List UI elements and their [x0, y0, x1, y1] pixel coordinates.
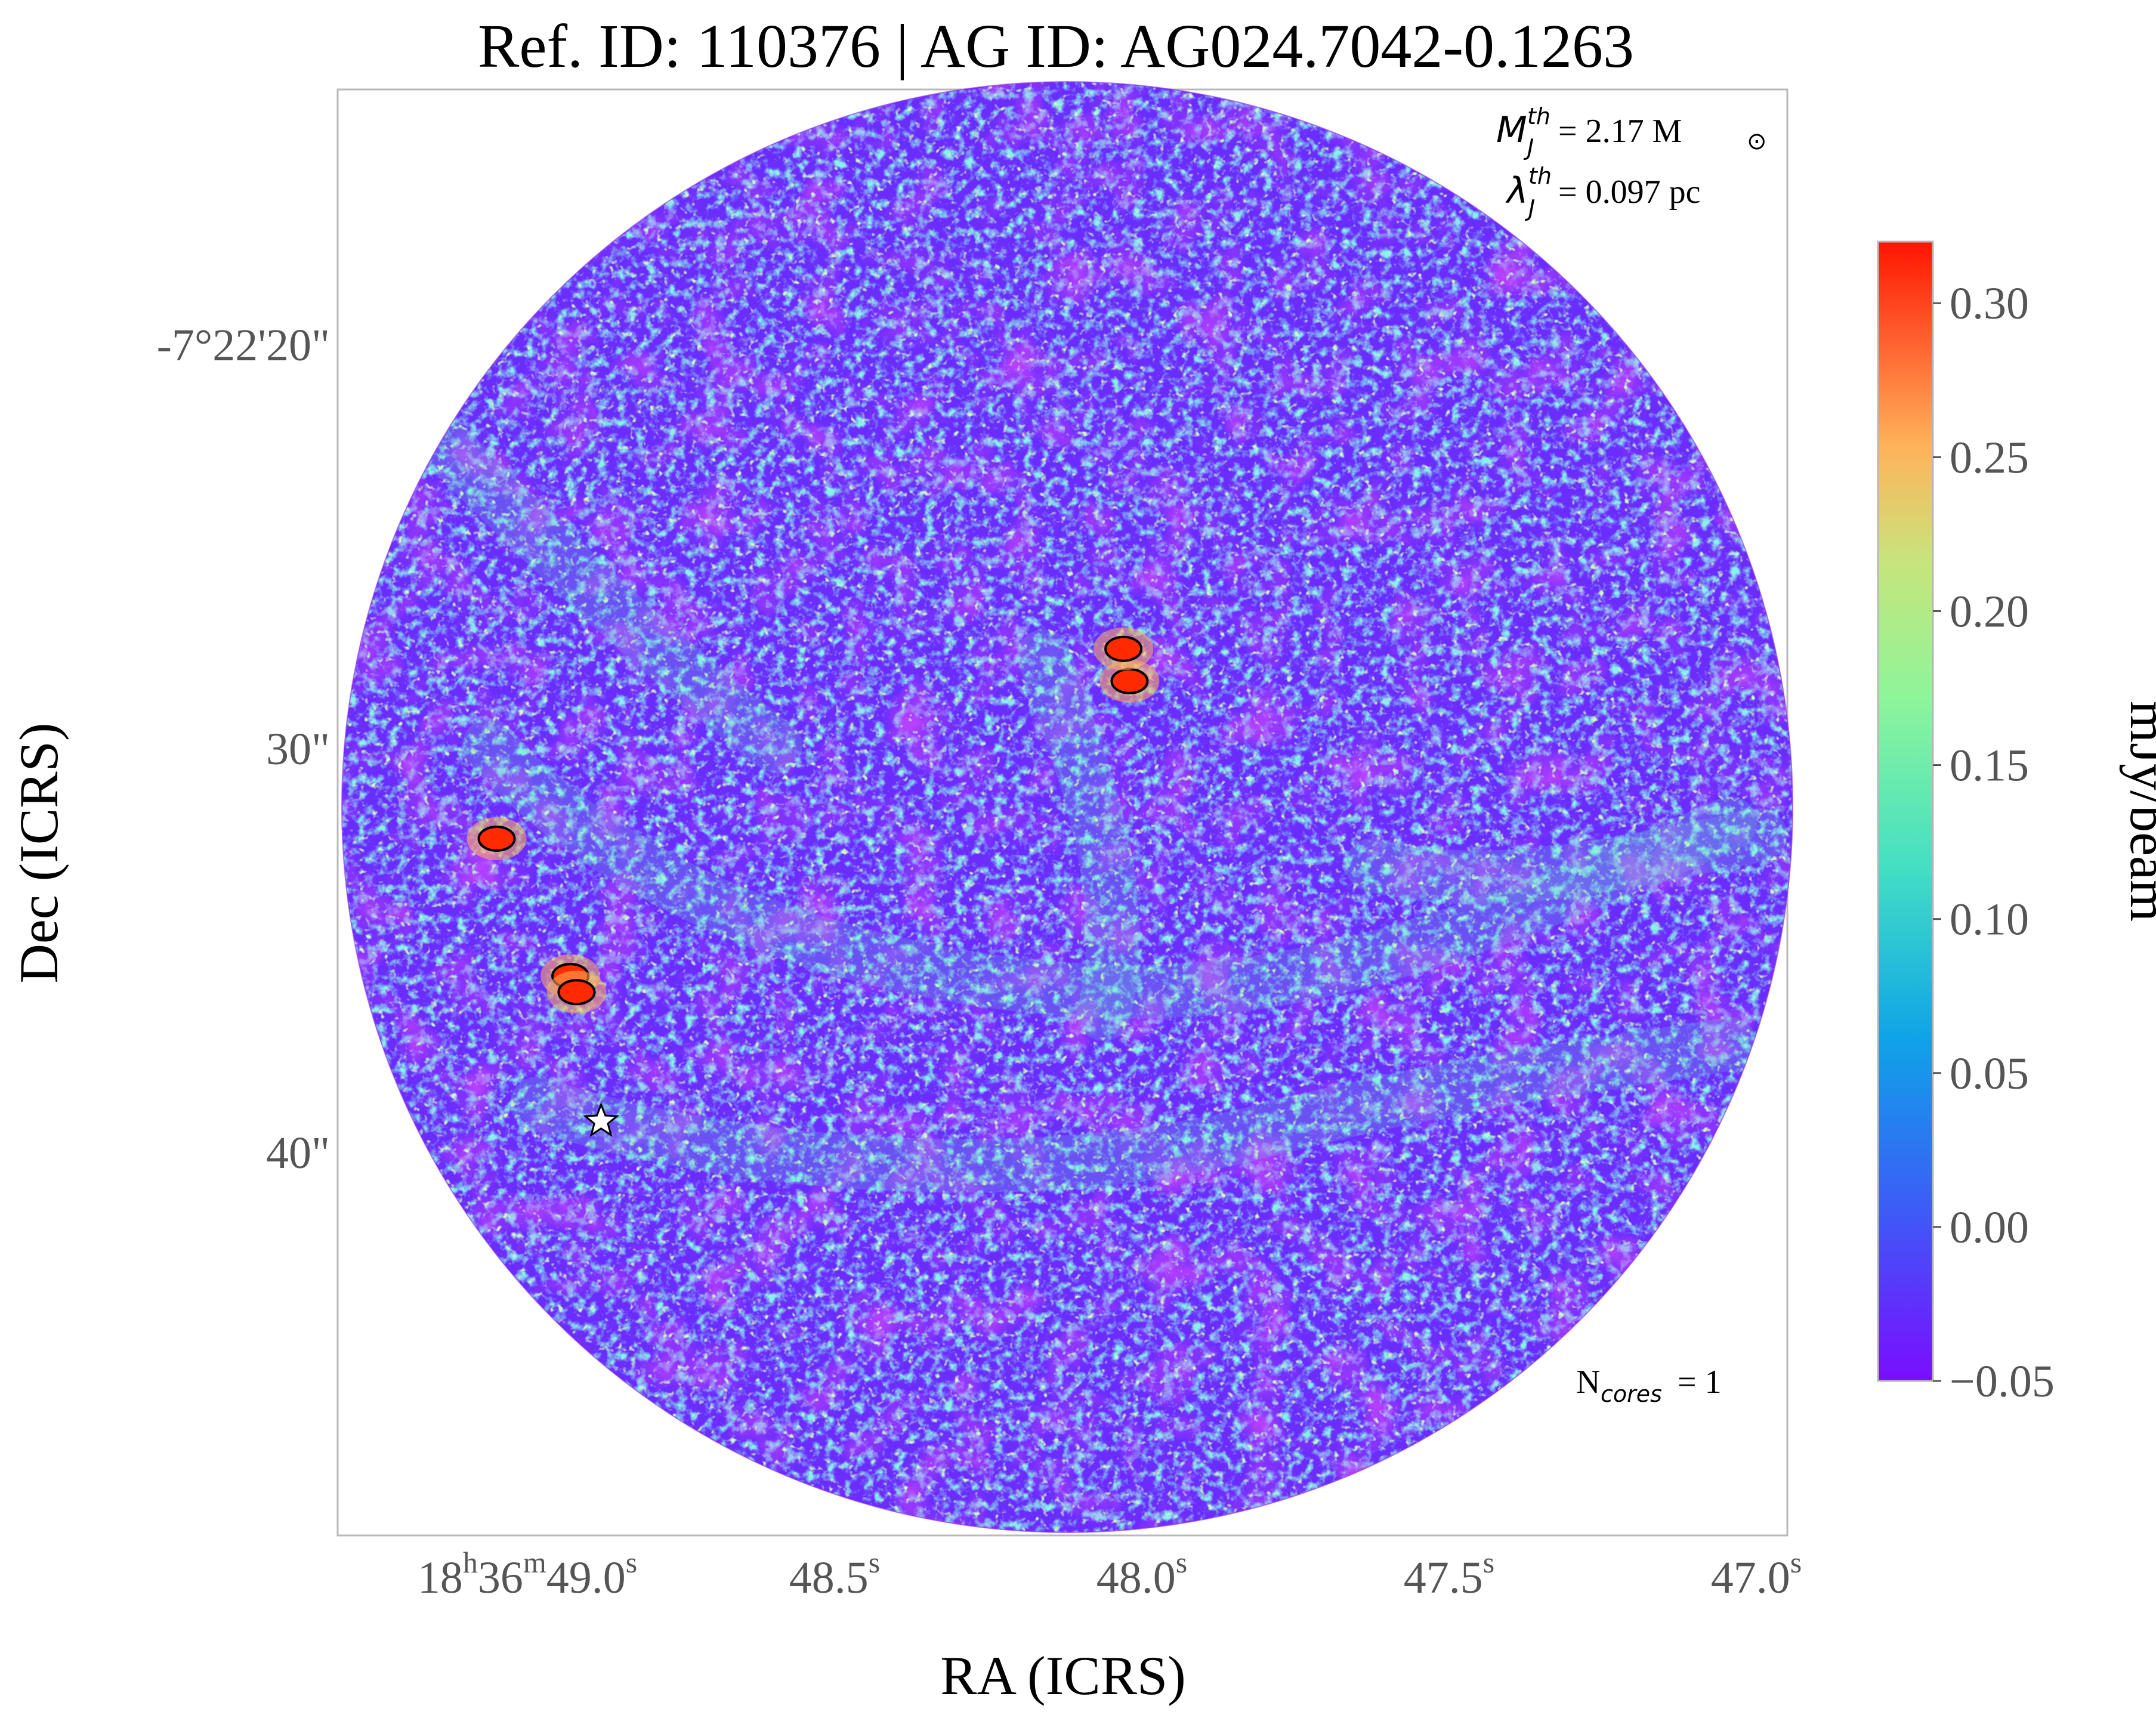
star-outline-icon [583, 1102, 620, 1137]
y-tick-label: 30" [266, 724, 330, 774]
emission-band [462, 719, 1757, 1019]
intensity-map [342, 82, 1793, 1532]
colorbar-tick-label: 0.30 [1950, 279, 2029, 329]
svg-text:th: th [1528, 163, 1552, 189]
x-tick-labels: 18h36m49.0s 48.5s 48.0s 47.5s 47.0s [418, 1546, 1802, 1603]
jeans-length-annotation: λ J th = 0.097 pc [1505, 163, 1700, 221]
x-tick-label: 47.0s [1711, 1546, 1802, 1603]
colorbar-tick-label: 0.15 [1950, 741, 2029, 791]
y-axis-label: Dec (ICRS) [8, 723, 69, 984]
bright-clump [467, 817, 527, 860]
colorbar-tick-label: 0.00 [1950, 1203, 2029, 1253]
colorbar-tick-label: −0.05 [1950, 1356, 2055, 1407]
bright-clump [442, 312, 502, 356]
x-tick-label: 18h36m49.0s [418, 1546, 637, 1603]
colorbar-tick-label: 0.25 [1950, 432, 2029, 483]
x-tick-label: 48.5s [789, 1546, 880, 1603]
colorbar: 0.30 0.25 0.20 0.15 0.10 0.05 0.00 −0.05 mJy/be… [1877, 240, 2156, 1407]
x-axis-label: RA (ICRS) [940, 1645, 1186, 1706]
svg-text:M: M [1496, 109, 1527, 151]
svg-text:⊙: ⊙ [1747, 128, 1767, 155]
emission-band [510, 1017, 1757, 1193]
bright-clump [1099, 659, 1160, 703]
ncores-annotation: N cores = 1 [1576, 1364, 1722, 1407]
svg-text:λ: λ [1505, 170, 1528, 212]
emission-band [391, 391, 802, 772]
colorbar-tick-label: 0.05 [1950, 1049, 2029, 1099]
svg-text:cores: cores [1601, 1381, 1662, 1407]
emission-band [1345, 808, 1787, 904]
svg-text:= 1: = 1 [1678, 1364, 1722, 1401]
jeans-mass-annotation: M J th = 2.17 M ⊙ [1496, 103, 1767, 160]
colorbar-gradient [1877, 240, 1934, 1382]
x-tick-label: 47.5s [1404, 1546, 1494, 1603]
colorbar-tick-label: 0.10 [1950, 895, 2029, 945]
map-footprint [341, 81, 1793, 1533]
y-tick-labels: -7°22'20" 30" 40" [157, 320, 330, 1178]
svg-text:= 2.17 M: = 2.17 M [1558, 113, 1682, 150]
colorbar-label: mJy/beam [2119, 701, 2156, 922]
bright-clump [1094, 627, 1154, 670]
svg-text:= 0.097 pc: = 0.097 pc [1558, 174, 1700, 211]
x-tick-label: 48.0s [1096, 1546, 1187, 1603]
emission-band [1017, 629, 1140, 1041]
colorbar-tick-labels: 0.30 0.25 0.20 0.15 0.10 0.05 0.00 −0.05 [1933, 279, 2055, 1407]
bright-clump [546, 971, 607, 1014]
y-tick-label: -7°22'20" [157, 320, 330, 370]
chart-title: Ref. ID: 110376 | AG ID: AG024.7042-0.12… [478, 12, 1634, 81]
svg-text:th: th [1527, 103, 1550, 129]
colorbar-tick-label: 0.20 [1950, 586, 2029, 636]
y-tick-label: 40" [266, 1128, 330, 1178]
svg-text:N: N [1576, 1364, 1600, 1401]
